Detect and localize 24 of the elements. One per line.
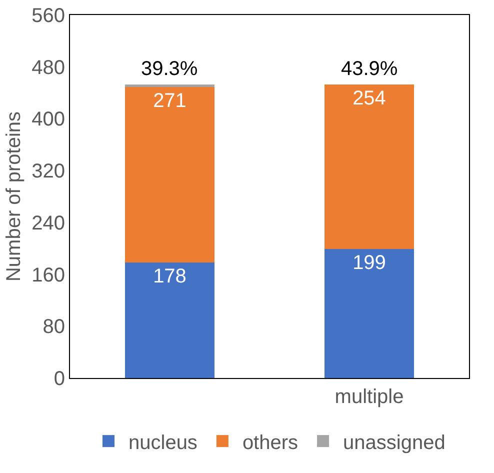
- annotation: 43.9%: [341, 58, 398, 80]
- y-tick-label: 80: [42, 316, 65, 338]
- legend-label: unassigned: [343, 432, 446, 454]
- annotation: 39.3%: [141, 58, 198, 80]
- data-label: 199: [352, 252, 386, 274]
- bar: [124, 262, 215, 378]
- data-label: 178: [153, 266, 186, 288]
- x-tick-label: multiple: [334, 386, 404, 408]
- y-tick-label: 240: [32, 212, 65, 234]
- bar: [324, 84, 414, 250]
- legend-label: others: [242, 432, 298, 454]
- legend-label: nucleus: [128, 432, 198, 454]
- data-label: 271: [153, 90, 186, 112]
- y-tick-label: 400: [32, 108, 65, 131]
- y-tick-label: 480: [32, 56, 65, 79]
- bar: [124, 84, 215, 87]
- bar: [324, 249, 414, 378]
- y-tick-label: 0: [54, 368, 65, 390]
- bar: [124, 86, 215, 263]
- data-label: 254: [352, 87, 386, 110]
- y-tick-label: 320: [32, 160, 65, 183]
- y-axis-title: Number of proteins: [3, 111, 25, 282]
- y-tick-label: 560: [32, 5, 65, 27]
- y-tick-label: 160: [32, 264, 65, 286]
